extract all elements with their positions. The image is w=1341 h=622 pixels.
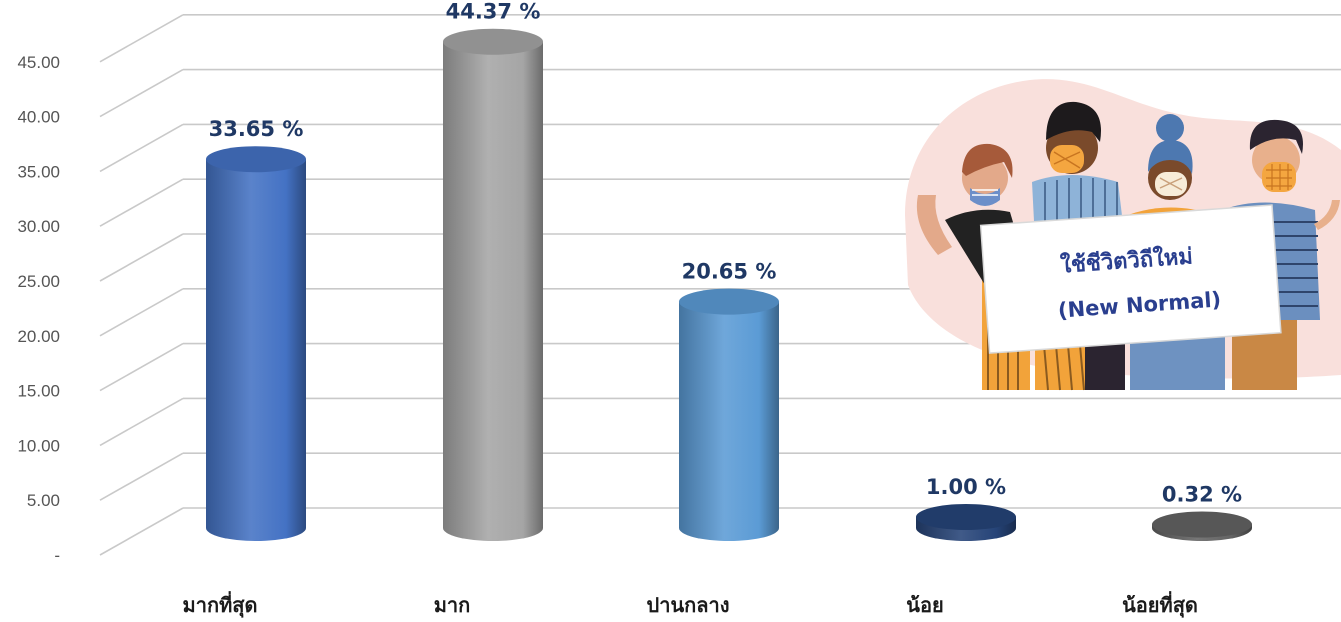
data-label: 20.65 % [682,260,777,284]
bar-body [679,301,779,541]
category-labels: มากที่สุด มาก ปานกลาง น้อย น้อยที่สุด [183,590,1198,618]
category-label: มาก [434,593,471,617]
new-normal-illustration: ใช้ชีวิตวิถีใหม่ (New Normal) [905,79,1341,391]
y-tick-label: 20.00 [17,327,60,346]
data-label: 44.37 % [446,0,541,24]
y-tick-label: - [54,546,60,565]
y-tick-label: 25.00 [17,272,60,291]
gridline-diagonal [99,397,184,447]
new-normal-sign [979,204,1282,354]
y-tick-label: 10.00 [17,436,60,455]
bar-top [206,146,306,173]
category-label: น้อย [906,593,943,617]
data-label: 0.32 % [1162,482,1242,506]
category-label: มากที่สุด [183,590,258,618]
bar-top [443,28,543,55]
category-label: ปานกลาง [647,593,730,617]
bars [206,28,1252,542]
gridline-diagonal [99,178,184,227]
gridline-diagonal [99,233,184,282]
y-tick-label: 40.00 [17,108,60,127]
y-axis-ticks: - 5.00 10.00 15.00 20.00 25.00 30.00 35.00 40.00… [17,53,60,565]
data-labels: 33.65 % 44.37 % 20.65 % 1.00 % 0.32 % [209,0,1242,506]
y-tick-label: 30.00 [17,217,60,236]
bar-top [1152,511,1252,538]
bar-4 [916,504,1016,541]
bar-top [679,288,779,315]
gridline-diagonal [99,123,184,173]
bar-top [916,504,1016,531]
y-tick-label: 5.00 [27,491,60,510]
gridline-diagonal [99,507,184,556]
y-tick-label: 15.00 [17,382,60,401]
bar-2 [443,28,543,541]
gridline-diagonal [99,288,184,337]
y-tick-label: 45.00 [17,53,60,72]
gridline-diagonal [99,68,184,118]
bar-body [443,41,543,541]
data-label: 33.65 % [209,117,304,141]
bar-body [206,159,306,542]
y-tick-label: 35.00 [17,162,60,181]
bar-5 [1152,511,1252,541]
category-label: น้อยที่สุด [1122,590,1198,618]
bar-3 [679,288,779,541]
bar-1 [206,146,306,542]
gridline-diagonal [99,14,184,63]
gridline-diagonal [99,342,184,392]
gridline-diagonal [99,452,184,501]
data-label: 1.00 % [926,475,1006,499]
